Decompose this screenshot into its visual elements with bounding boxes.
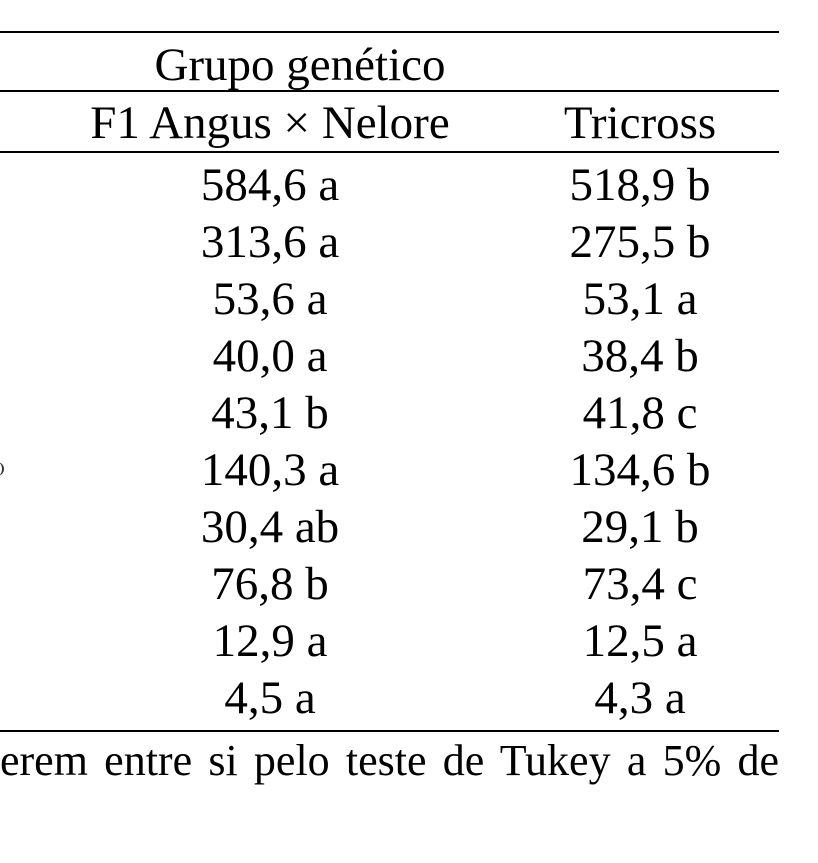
cropped-character-fragment — [0, 462, 4, 476]
table-cell: 4,3 a — [594, 672, 686, 724]
group-header-rule — [0, 90, 779, 92]
table-cell: 40,0 a — [212, 330, 328, 382]
table-row: 140,3 a 134,6 b — [0, 442, 779, 499]
table-cell: 30,4 ab — [200, 501, 340, 553]
header-bottom-rule — [0, 151, 779, 153]
column-header-tricross: Tricross — [563, 97, 717, 149]
table-bottom-rule — [0, 730, 779, 732]
table-cell: 12,5 a — [582, 615, 698, 667]
table-row: 40,0 a 38,4 b — [0, 328, 779, 385]
table-cell: 76,8 b — [211, 558, 329, 610]
table-row: 12,9 a 12,5 a — [0, 613, 779, 670]
table-cell: 53,1 a — [582, 273, 698, 325]
table-cell: 4,5 a — [224, 672, 316, 724]
table-cell: 12,9 a — [212, 615, 328, 667]
table-cell: 518,9 b — [569, 159, 711, 211]
table-cell: 29,1 b — [581, 501, 699, 553]
table-footnote: erem entre si pelo teste de Tukey a 5% d… — [0, 736, 779, 785]
table-row: 43,1 b 41,8 c — [0, 385, 779, 442]
table-cell: 53,6 a — [212, 273, 328, 325]
table-cell: 73,4 c — [582, 558, 698, 610]
table-cell: 43,1 b — [211, 387, 329, 439]
column-header-f1-angus-nelore: F1 Angus × Nelore — [90, 97, 450, 149]
table-cell: 140,3 a — [200, 444, 340, 496]
table-top-rule — [0, 31, 779, 33]
table-cell: 41,8 c — [582, 387, 698, 439]
table-row: 584,6 a 518,9 b — [0, 157, 779, 214]
table-cell: 584,6 a — [200, 159, 340, 211]
table-row: 30,4 ab 29,1 b — [0, 499, 779, 556]
table-row: 313,6 a 275,5 b — [0, 214, 779, 271]
table-cell: 275,5 b — [569, 216, 711, 268]
table-cell: 313,6 a — [200, 216, 340, 268]
table-row: 4,5 a 4,3 a — [0, 670, 779, 727]
table-row: 53,6 a 53,1 a — [0, 271, 779, 328]
table-cell: 38,4 b — [581, 330, 699, 382]
table-cell: 134,6 b — [569, 444, 711, 496]
table-row: 76,8 b 73,4 c — [0, 556, 779, 613]
group-header: Grupo genético — [154, 39, 446, 91]
